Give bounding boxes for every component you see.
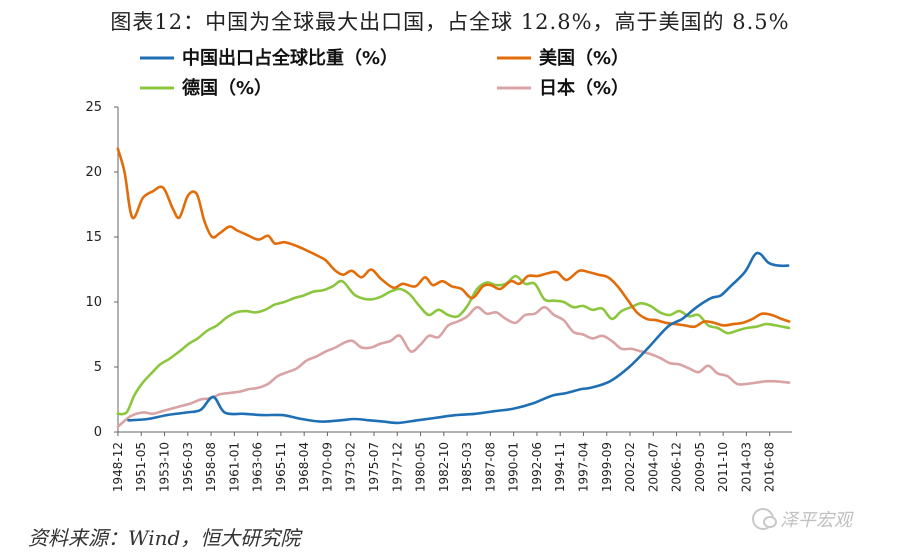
x-tick-label: 1997-04 xyxy=(576,442,590,492)
x-tick-label: 2002-02 xyxy=(623,442,637,492)
y-tick-label: 5 xyxy=(94,360,102,375)
x-tick-label: 1990-01 xyxy=(507,442,521,492)
legend-label: 美国（%） xyxy=(539,47,629,69)
x-tick-label: 1963-06 xyxy=(251,442,265,492)
series-line-0 xyxy=(127,251,790,425)
axes: 0 5 10 15 20 25 1948-12 1951-05 1953-10 1956-03 19… xyxy=(85,100,792,492)
legend-label: 中国出口占全球比重（%） xyxy=(182,47,398,69)
x-tick-label: 1970-09 xyxy=(320,442,334,492)
wechat-icon xyxy=(752,508,777,530)
y-tick-label: 25 xyxy=(85,100,102,115)
x-tick-label: 1958-08 xyxy=(204,442,218,492)
legend: 中国出口占全球比重（%） 美国（%） 德国（%） 日本（%） xyxy=(140,47,629,99)
x-tick-label: 1985-03 xyxy=(460,442,474,492)
x-tick-label: 1999-09 xyxy=(600,442,614,492)
x-tick-label: 1948-12 xyxy=(111,442,125,492)
x-tick-label: 1994-11 xyxy=(553,442,567,492)
x-tick-label: 1975-07 xyxy=(367,442,381,492)
legend-label: 德国（%） xyxy=(182,77,272,99)
chart-title: 图表12：中国为全球最大出口国，占全球 12.8%，高于美国的 8.5% xyxy=(110,10,790,34)
y-tick-label: 0 xyxy=(94,425,102,440)
x-tick-label: 2014-03 xyxy=(739,442,753,492)
x-tick-label: 2009-05 xyxy=(693,442,707,492)
line-chart: 中国出口占全球比重（%） 美国（%） 德国（%） 日本（%） 0 5 10 15 20 25 19… xyxy=(85,47,792,492)
x-tick-label: 1961-01 xyxy=(227,442,241,492)
series-lines xyxy=(116,147,791,429)
series-line-1 xyxy=(116,147,791,329)
x-tick-label: 2004-07 xyxy=(646,442,660,492)
x-tick-label: 1973-02 xyxy=(344,442,358,492)
series-line-3 xyxy=(116,305,791,429)
source-note: 资料来源：Wind，恒大研究院 xyxy=(28,526,301,550)
y-tick-label: 10 xyxy=(85,295,102,310)
x-tick-label: 2016-08 xyxy=(763,442,777,492)
x-tick-label: 1968-04 xyxy=(297,442,311,492)
x-tick-label: 1987-08 xyxy=(483,442,497,492)
x-tick-label: 2011-10 xyxy=(716,442,730,492)
y-tick-label: 15 xyxy=(85,230,102,245)
y-tick-label: 20 xyxy=(85,165,102,180)
x-tick-label: 2006-12 xyxy=(670,442,684,492)
watermark: 泽平宏观 xyxy=(752,506,852,532)
x-tick-label: 1951-05 xyxy=(134,442,148,492)
x-tick-label: 1956-03 xyxy=(181,442,195,492)
x-tick-label: 1953-10 xyxy=(158,442,172,492)
x-tick-label: 1992-06 xyxy=(530,442,544,492)
x-tick-label: 1965-11 xyxy=(274,442,288,492)
x-tick-label: 1980-05 xyxy=(414,442,428,492)
watermark-text: 泽平宏观 xyxy=(780,510,852,531)
legend-label: 日本（%） xyxy=(539,77,629,99)
series-line-2 xyxy=(116,274,791,416)
x-tick-label: 1982-10 xyxy=(437,442,451,492)
x-tick-label: 1977-12 xyxy=(390,442,404,492)
